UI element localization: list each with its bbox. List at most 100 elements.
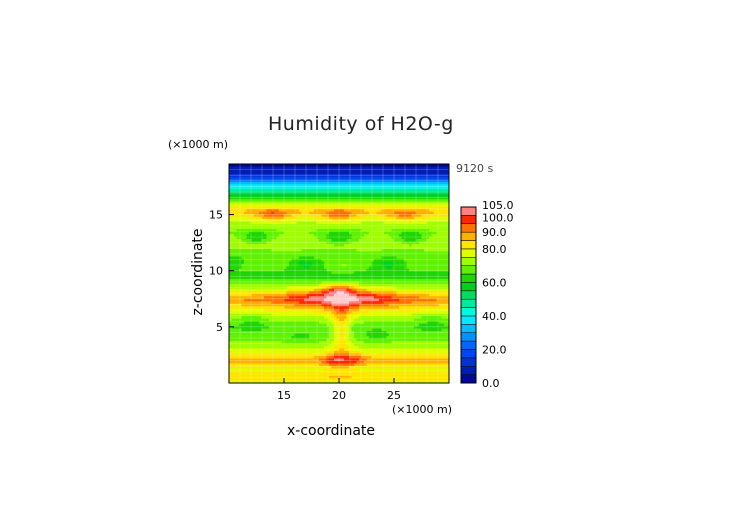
heatmap-cell [244, 236, 247, 240]
heatmap-cell [244, 243, 247, 247]
heatmap-cell [301, 261, 305, 264]
heatmap-cell [331, 213, 335, 217]
heatmap-cell [241, 201, 245, 205]
heatmap-cell [281, 328, 285, 332]
heatmap-cell [266, 340, 270, 344]
heatmap-cell [311, 363, 315, 366]
heatmap-cell [261, 313, 265, 317]
heatmap-cell [299, 293, 302, 297]
heatmap-cell [239, 285, 242, 289]
heatmap-cell [289, 335, 292, 339]
heatmap-cell [244, 193, 247, 197]
heatmap-cell [259, 248, 262, 252]
heatmap-cell [304, 318, 307, 322]
heatmap-cell [246, 298, 250, 302]
heatmap-cell [334, 328, 337, 332]
heatmap-cell [339, 251, 342, 254]
heatmap-cell [284, 275, 287, 279]
heatmap-cell [359, 171, 362, 175]
heatmap-cell [271, 353, 275, 356]
heatmap-cell [306, 213, 310, 217]
heatmap-cell [279, 333, 282, 337]
heatmap-cell [281, 261, 285, 264]
heatmap-cell [331, 340, 335, 344]
heatmap-cell [241, 350, 245, 354]
heatmap-cell [274, 251, 277, 254]
heatmap-cell [261, 198, 265, 202]
heatmap-cell [369, 323, 372, 327]
heatmap-cell [319, 373, 322, 376]
heatmap-cell [244, 208, 247, 212]
heatmap-cell [329, 271, 332, 274]
heatmap-cell [361, 378, 365, 381]
heatmap-cell [301, 233, 305, 237]
heatmap-cell [229, 355, 232, 359]
heatmap-cell [304, 298, 307, 302]
heatmap-cell [314, 166, 317, 170]
heatmap-cell [249, 198, 252, 202]
heatmap-cell [289, 308, 292, 312]
heatmap-cell [296, 283, 300, 287]
heatmap-cell [296, 358, 300, 361]
heatmap-cell [314, 373, 317, 376]
heatmap-cell [359, 261, 362, 264]
heatmap-cell [266, 290, 270, 294]
heatmap-cell [244, 196, 247, 200]
heatmap-cell [304, 340, 307, 344]
heatmap-cell [281, 246, 285, 249]
heatmap-cell [251, 355, 255, 359]
heatmap-cell [311, 198, 315, 202]
heatmap-cell [306, 218, 310, 222]
heatmap-cell [286, 226, 290, 230]
heatmap-cell [304, 188, 307, 192]
heatmap-cell [236, 226, 240, 230]
heatmap-cell [299, 280, 302, 284]
heatmap-cell [269, 320, 272, 324]
heatmap-cell [276, 171, 280, 175]
heatmap-cell [251, 236, 255, 240]
heatmap-cell [304, 203, 307, 207]
heatmap-cell [241, 330, 245, 334]
heatmap-cell [346, 353, 350, 356]
heatmap-cell [269, 275, 272, 279]
heatmap-cell [286, 375, 290, 379]
heatmap-cell [329, 273, 332, 277]
heatmap-cell [254, 166, 257, 170]
heatmap-cell [359, 251, 362, 254]
heatmap-cell [269, 173, 272, 177]
heatmap-cell [284, 273, 287, 277]
heatmap-cell [364, 213, 367, 217]
heatmap-cell [274, 323, 277, 327]
heatmap-cell [289, 198, 292, 202]
heatmap-cell [261, 241, 265, 244]
heatmap-cell [249, 288, 252, 292]
heatmap-cell [369, 238, 372, 242]
heatmap-cell [309, 218, 312, 222]
heatmap-cell [329, 303, 332, 307]
heatmap-cell [324, 198, 327, 202]
heatmap-cell [311, 283, 315, 287]
heatmap-cell [259, 258, 262, 262]
heatmap-cell [231, 211, 235, 215]
heatmap-cell [264, 176, 267, 180]
heatmap-cell [239, 283, 242, 287]
heatmap-cell [269, 166, 272, 170]
heatmap-cell [241, 268, 245, 272]
heatmap-cell [341, 256, 345, 259]
heatmap-cell [244, 285, 247, 289]
heatmap-cell [231, 288, 235, 292]
heatmap-cell [234, 360, 237, 364]
heatmap-cell [359, 305, 362, 309]
heatmap-cell [259, 206, 262, 210]
heatmap-cell [351, 340, 355, 344]
heatmap-cell [244, 300, 247, 304]
heatmap-cell [309, 305, 312, 309]
heatmap-cell [279, 173, 282, 177]
heatmap-cell [354, 283, 357, 287]
heatmap-cell [274, 280, 277, 284]
heatmap-cell [354, 261, 357, 264]
heatmap-cell [256, 183, 260, 187]
heatmap-cell [234, 203, 237, 207]
heatmap-cell [241, 328, 245, 332]
heatmap-cell [234, 233, 237, 237]
